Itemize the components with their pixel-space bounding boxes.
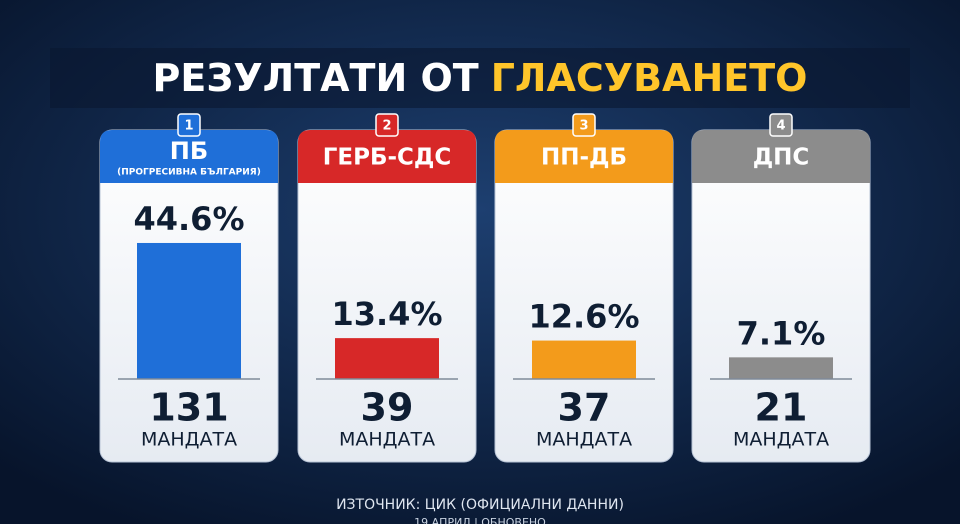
title: РЕЗУЛТАТИ ОТ ГЛАСУВАНЕТО <box>153 56 808 100</box>
party-name: ГЕРБ-СДС <box>323 145 452 171</box>
card-header <box>298 130 476 183</box>
seats-label: МАНДАТА <box>536 429 632 451</box>
value-label: 7.1% <box>737 314 826 352</box>
party-subtitle: (ПРОГРЕСИВНА БЪЛГАРИЯ) <box>117 168 261 178</box>
rank: 2 <box>382 119 391 134</box>
date: 19 АПРИЛ | ОБНОВЕНО <box>414 516 546 524</box>
rank-badge <box>375 113 399 137</box>
source: ИЗТОЧНИК: ЦИК (ОФИЦИАЛНИ ДАННИ) <box>336 497 624 513</box>
seats: 39 <box>361 386 414 430</box>
value-label: 12.6% <box>528 298 639 336</box>
rank: 3 <box>579 119 588 134</box>
rank: 4 <box>776 119 785 134</box>
seats: 131 <box>149 386 228 430</box>
seats: 37 <box>558 386 611 430</box>
seats: 21 <box>755 386 808 430</box>
seats-label: МАНДАТА <box>733 429 829 451</box>
rank-badge <box>769 113 793 137</box>
bar <box>532 340 636 379</box>
party-name: ДПС <box>753 145 810 171</box>
bar <box>729 357 833 379</box>
seats-label: МАНДАТА <box>141 429 237 451</box>
rank: 1 <box>184 119 193 134</box>
title-part: ГЛАСУВАНЕТО <box>491 56 808 100</box>
seats-label: МАНДАТА <box>339 429 435 451</box>
rank-badge <box>177 113 201 137</box>
title-band <box>50 48 910 108</box>
bar <box>137 242 241 379</box>
card-header <box>692 130 870 183</box>
value-label: 44.6% <box>133 200 244 238</box>
party-name: ПБ <box>170 137 208 165</box>
rank-badge <box>572 113 596 137</box>
card-header <box>100 130 278 183</box>
title-part: РЕЗУЛТАТИ ОТ <box>153 56 479 100</box>
bar <box>335 338 439 379</box>
value-label: 13.4% <box>331 295 442 333</box>
card-header <box>495 130 673 183</box>
party-name: ПП-ДБ <box>541 145 627 171</box>
